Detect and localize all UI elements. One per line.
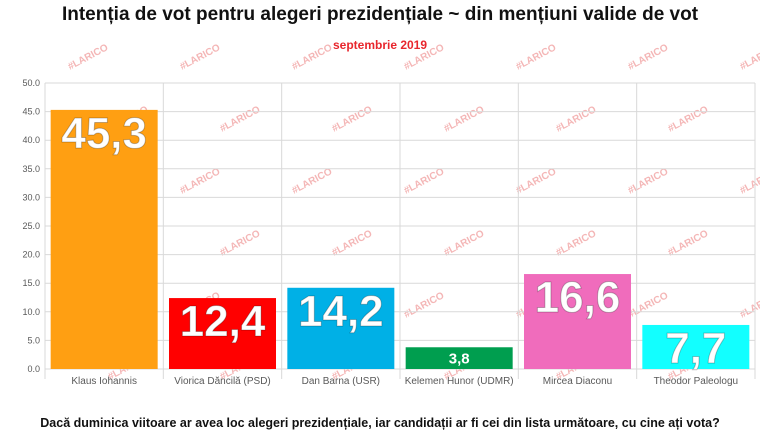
y-tick-label: 10.0	[22, 307, 40, 317]
watermark-text: #LARICO	[290, 42, 334, 72]
y-tick-label: 0.0	[27, 364, 40, 374]
y-tick-label: 15.0	[22, 278, 40, 288]
watermark-text: #LARICO	[290, 166, 334, 196]
watermark-text: #LARICO	[402, 290, 446, 320]
chart-subtitle: septembrie 2019	[332, 38, 428, 52]
bar-value-label: 12,4	[180, 297, 266, 346]
y-tick-label: 5.0	[27, 335, 40, 345]
watermark-text: #LARICO	[666, 104, 710, 134]
x-tick-label: Mircea Diaconu	[543, 376, 612, 387]
watermark-text: #LARICO	[554, 104, 598, 134]
x-tick-label: Theodor Paleologu	[654, 376, 739, 387]
y-tick-label: 20.0	[22, 250, 40, 260]
watermark-text: #LARICO	[330, 228, 374, 258]
bar-value-label: 45,3	[61, 109, 147, 158]
x-tick-label: Dan Barna (USR)	[302, 376, 380, 387]
bar-value-label: 3,8	[449, 351, 470, 368]
y-tick-label: 30.0	[22, 192, 40, 202]
watermark-text: #LARICO	[178, 166, 222, 196]
y-tick-label: 40.0	[22, 135, 40, 145]
bar-value-label: 7,7	[665, 324, 726, 373]
watermark-text: #LARICO	[218, 228, 262, 258]
watermark-text: #LARICO	[626, 42, 670, 72]
watermark-text: #LARICO	[626, 166, 670, 196]
survey-question: Dacă duminica viitoare ar avea loc alege…	[40, 416, 720, 430]
watermark-text: #LARICO	[218, 104, 262, 134]
watermark-text: #LARICO	[514, 166, 558, 196]
bar	[169, 298, 276, 369]
watermark-text: #LARICO	[178, 42, 222, 72]
watermark-text: #LARICO	[442, 104, 486, 134]
x-axis: Klaus Iohannis Viorica Dăncilă (PSD) Dan B…	[71, 376, 738, 387]
watermark-text: #LARICO	[738, 42, 760, 72]
bar-value-label: 16,6	[535, 273, 621, 322]
bar	[524, 274, 631, 369]
bar-value-label: 14,2	[298, 287, 384, 336]
watermark-text: #LARICO	[554, 228, 598, 258]
watermark-text: #LARICO	[738, 290, 760, 320]
watermark-text: #LARICO	[402, 42, 446, 72]
watermark-text: #LARICO	[738, 166, 760, 196]
bars: 45,3 12,4 14,2 3,8 16,6 7,7	[50, 108, 750, 373]
watermark-text: #LARICO	[330, 104, 374, 134]
bar	[642, 324, 750, 369]
watermark-text: #LARICO	[442, 228, 486, 258]
x-tick-label: Kelemen Hunor (UDMR)	[405, 376, 514, 387]
y-tick-label: 50.0	[22, 78, 40, 88]
grid-lines	[44, 82, 756, 379]
chart-title: Intenția de vot pentru alegeri prezidenț…	[61, 4, 699, 25]
watermark-text: #LARICO	[514, 42, 558, 72]
bar	[405, 347, 513, 369]
watermark-text: #LARICO	[66, 42, 110, 72]
y-tick-label: 25.0	[22, 221, 40, 231]
bar	[50, 109, 158, 369]
watermark-text: #LARICO	[666, 228, 710, 258]
y-tick-label: 35.0	[22, 164, 40, 174]
x-tick-label: Viorica Dăncilă (PSD)	[174, 376, 271, 387]
x-tick-label: Klaus Iohannis	[71, 376, 137, 387]
y-tick-label: 45.0	[22, 107, 40, 117]
bar	[287, 287, 395, 369]
y-axis: 0.0 5.0 10.0 15.0 20.0 25.0 30.0 35.0 40.0 45.0 50…	[22, 78, 40, 374]
watermark-text: #LARICO	[402, 166, 446, 196]
watermark-text: #LARICO	[626, 290, 670, 320]
